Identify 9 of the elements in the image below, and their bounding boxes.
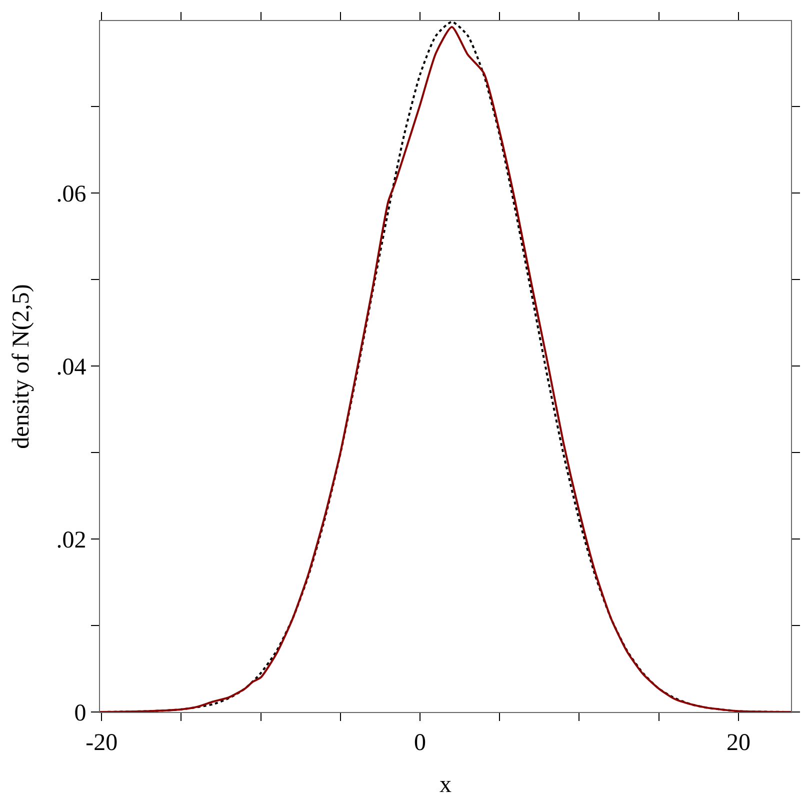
y-axis-title: density of N(2,5) <box>8 284 34 449</box>
y-tick-label: 0 <box>74 700 86 726</box>
y-tick-label: .06 <box>56 182 86 208</box>
y-tick-label: .02 <box>56 527 86 554</box>
x-tick-label: -20 <box>86 730 118 756</box>
x-tick-label: 0 <box>414 730 426 756</box>
y-tick-label: .04 <box>56 354 86 380</box>
x-tick-label: 20 <box>726 730 750 756</box>
x-axis-title: x <box>440 772 452 798</box>
